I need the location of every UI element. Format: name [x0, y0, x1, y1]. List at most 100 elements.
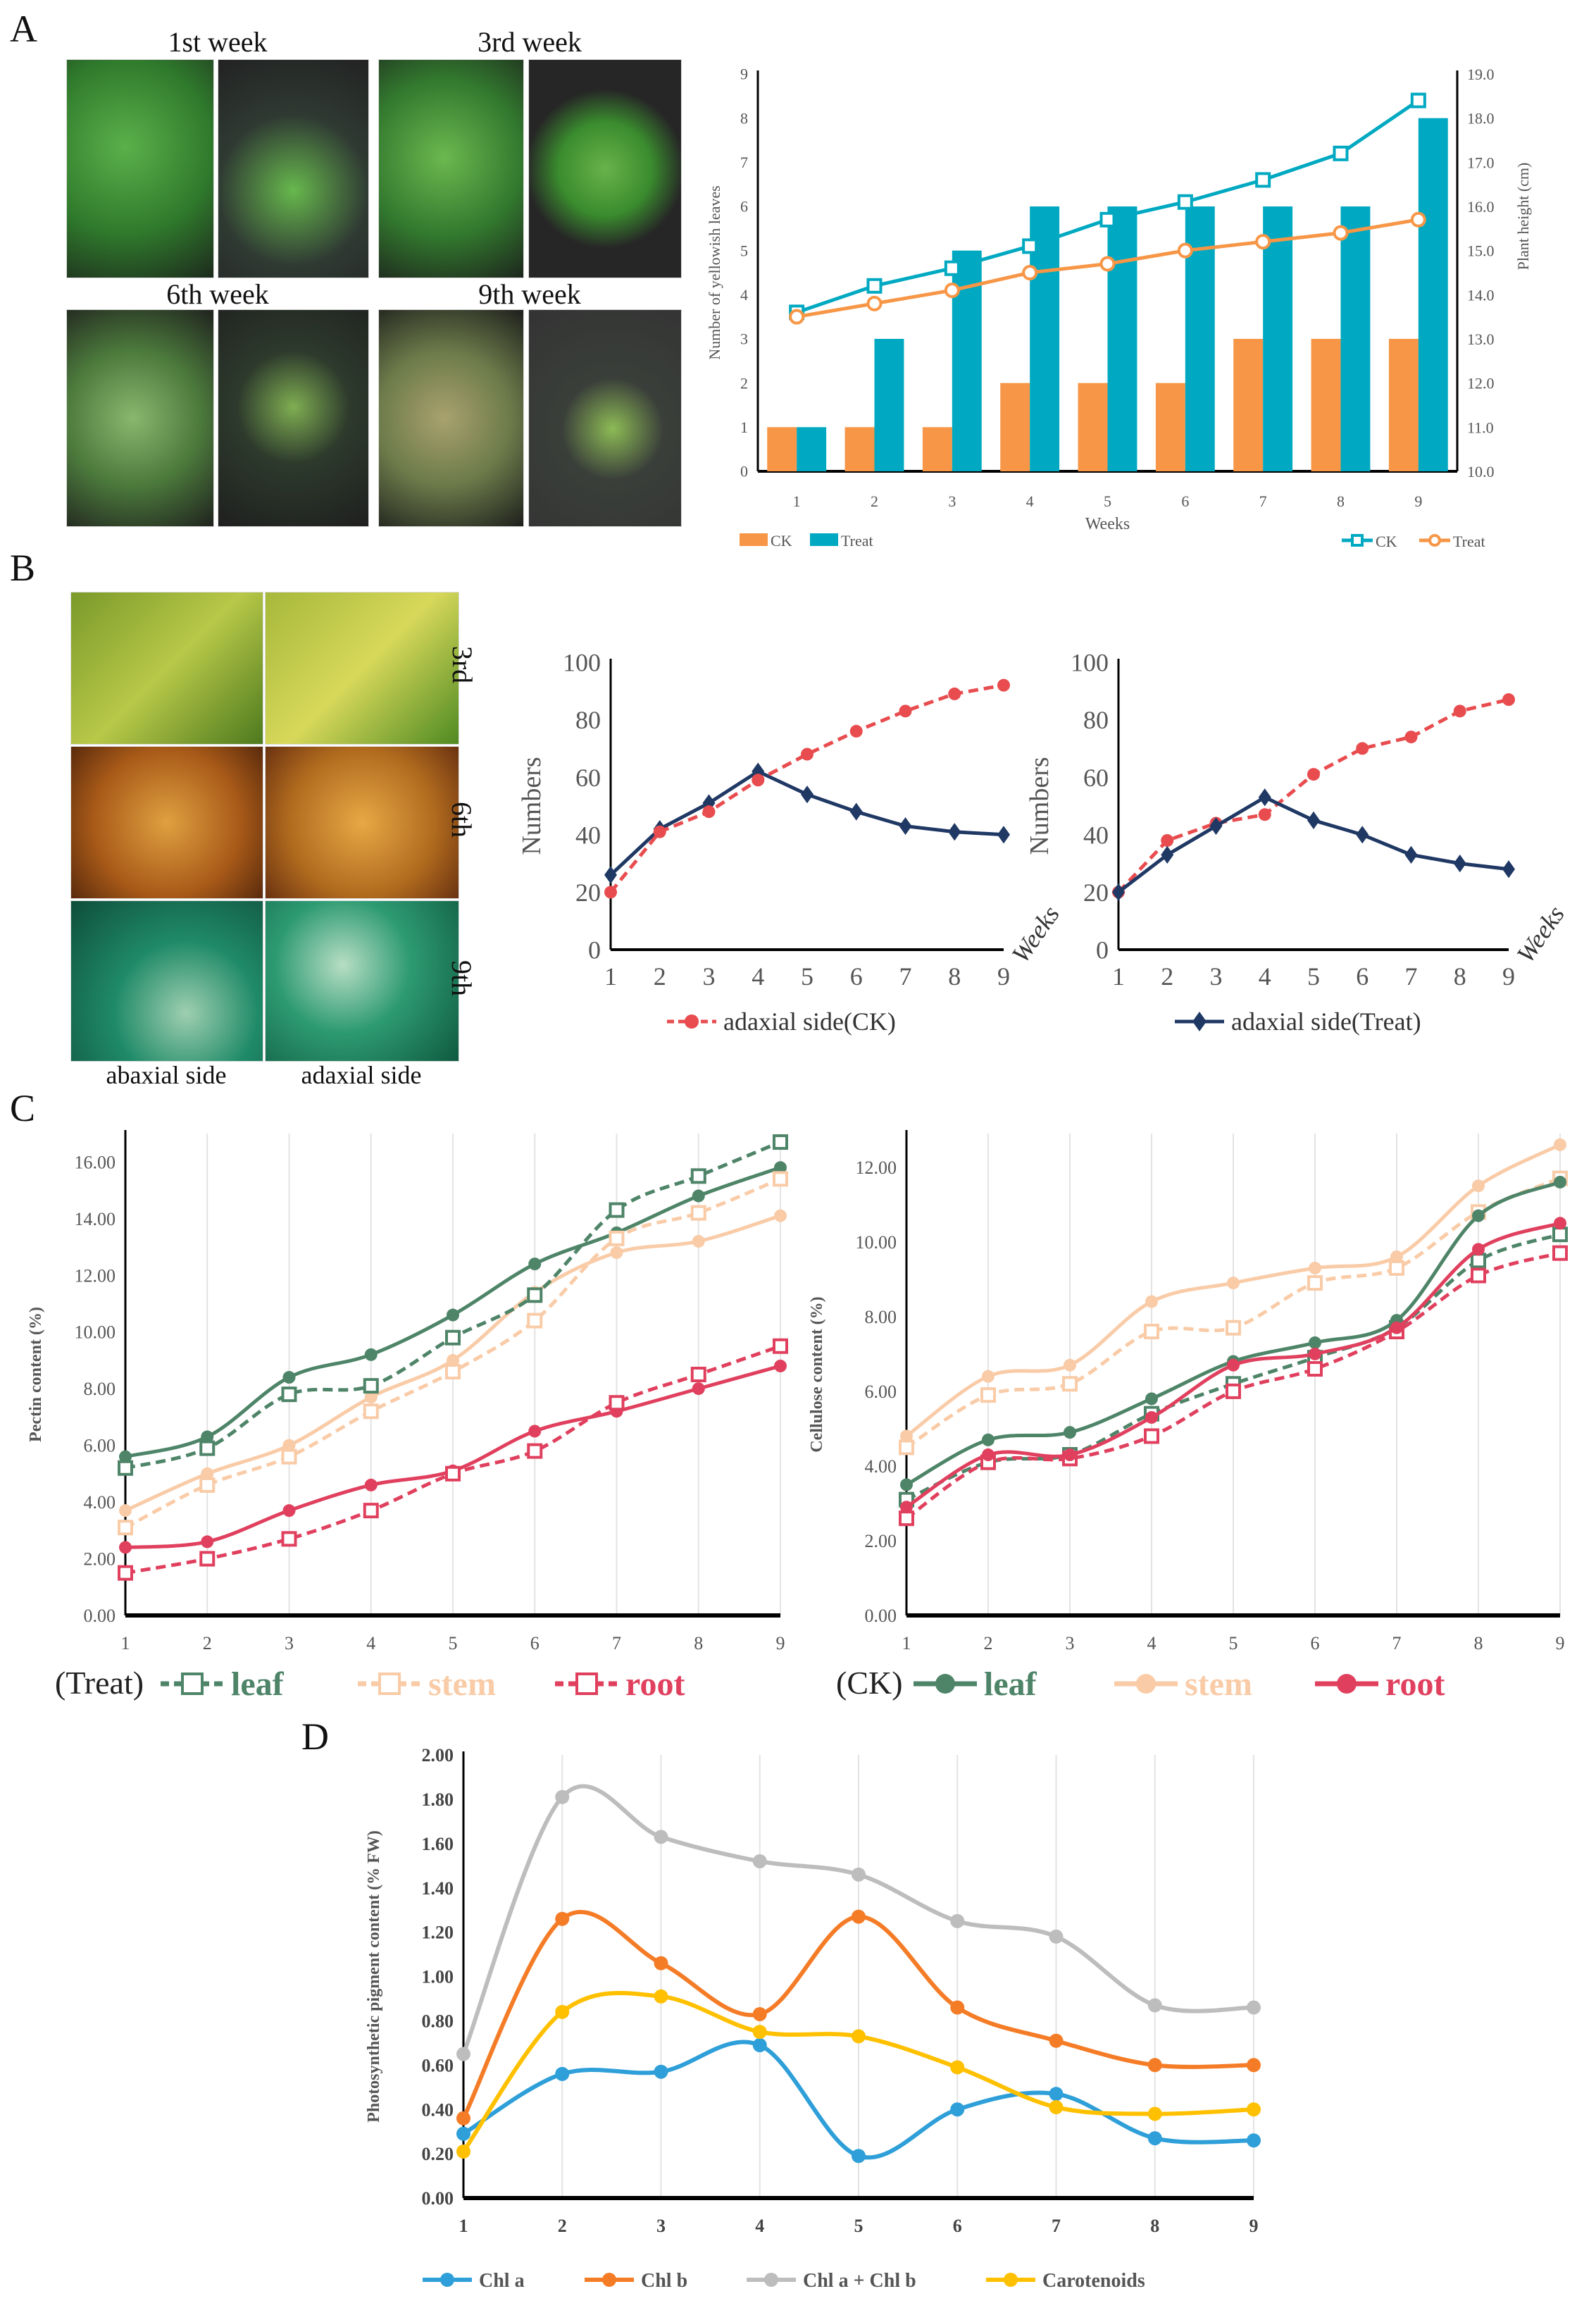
data-point — [899, 1439, 914, 1456]
data-point — [364, 1348, 378, 1361]
col-label-adaxial: adaxial side — [301, 1061, 422, 1089]
data-point — [773, 1134, 788, 1150]
legend-marker — [575, 1672, 598, 1695]
data-point — [282, 1439, 296, 1452]
x-tick-label: 4 — [1259, 962, 1271, 991]
x-tick-label: 8 — [1150, 2216, 1159, 2236]
data-point — [900, 1478, 913, 1491]
bar-treat — [1418, 118, 1448, 471]
data-point — [119, 1450, 132, 1463]
data-point — [950, 1913, 965, 1928]
legend-label: stem — [428, 1665, 496, 1703]
x-tick-label: 6 — [1356, 962, 1369, 991]
series-line-chl-b — [461, 1910, 1254, 2120]
y-tick-label: 60 — [575, 764, 601, 792]
x-tick-label: 1 — [902, 1633, 911, 1653]
legend-label: stem — [1185, 1665, 1252, 1703]
data-point — [282, 1504, 296, 1518]
y-tick-label: 10.00 — [856, 1232, 897, 1253]
y-tick-label: 0 — [740, 463, 748, 480]
data-point — [852, 2149, 866, 2164]
y-tick-label: 80 — [575, 706, 601, 734]
data-point — [119, 1504, 132, 1518]
data-point — [1390, 1321, 1403, 1334]
data-point — [1064, 1426, 1076, 1439]
leaf-micro-abaxial-9th — [70, 900, 263, 1062]
plant-tray-photo — [378, 59, 524, 278]
y-tick-label: 100 — [1071, 649, 1109, 677]
data-point — [1472, 1209, 1485, 1222]
y-tick-label: 14.00 — [75, 1209, 116, 1229]
data-point — [1404, 731, 1418, 744]
data-point — [1161, 845, 1174, 864]
leaf-micro-abaxial-6th — [70, 746, 263, 899]
x-tick-label: 3 — [703, 962, 716, 991]
y-tick-label: 0 — [1096, 936, 1109, 964]
data-point — [1356, 742, 1369, 755]
data-point — [363, 1378, 379, 1394]
legend-label: Treat — [841, 532, 873, 550]
y-tick-label: 8.00 — [865, 1307, 897, 1327]
data-point — [1309, 1347, 1321, 1360]
legend-marker — [1428, 534, 1441, 547]
y-tick-label: 2 — [740, 374, 748, 392]
plant-closeup-photo — [218, 309, 369, 527]
x-tick-label: 9 — [997, 962, 1010, 991]
legend-label: Carotenoids — [1042, 2270, 1145, 2292]
data-point — [1307, 811, 1320, 829]
x-tick-label: 8 — [948, 962, 961, 991]
y-tick-label: 1 — [740, 418, 748, 436]
data-point — [982, 1448, 995, 1461]
x-tick-label: 7 — [1259, 492, 1267, 510]
x-tick-label: 1 — [121, 1633, 130, 1653]
bar-treat — [874, 339, 904, 471]
data-point — [1145, 1392, 1158, 1405]
panel-label-d: D — [301, 1715, 329, 1758]
data-point — [1147, 2106, 1162, 2121]
x-tick-label: 4 — [1147, 1633, 1157, 1653]
data-point — [1247, 2000, 1261, 2015]
x-tick-label: 8 — [694, 1633, 703, 1653]
data-point — [948, 687, 961, 700]
data-point — [900, 1429, 913, 1443]
y-tick-label: 12.00 — [75, 1265, 116, 1286]
y-tick-label: 1.00 — [422, 1967, 454, 1987]
data-point — [654, 1989, 668, 2004]
x-tick-label: 3 — [1066, 1633, 1075, 1653]
x-tick-label: 2 — [984, 1633, 993, 1653]
y-tick-label: 0.00 — [422, 2188, 454, 2209]
y-tick-label: 0.40 — [422, 2099, 454, 2120]
data-point — [852, 1867, 866, 1882]
data-point — [445, 1363, 461, 1379]
data-point — [654, 2064, 668, 2079]
data-point — [692, 1382, 705, 1396]
legend-label: leaf — [231, 1665, 285, 1703]
y-tick-label: 0.20 — [422, 2144, 454, 2164]
bar-ck — [767, 427, 797, 471]
x-tick-label: 9 — [776, 1633, 785, 1653]
data-point — [1554, 1175, 1566, 1188]
data-point — [447, 1353, 459, 1367]
photo-label-week1: 1st week — [168, 26, 268, 58]
data-point — [852, 2029, 866, 2044]
data-point — [281, 1386, 297, 1403]
panel-label-a: A — [10, 8, 37, 50]
point-ck — [944, 260, 960, 276]
x-tick-label: 2 — [203, 1633, 212, 1653]
legend-label: Chl a + Chl b — [803, 2270, 916, 2292]
legend-marker — [1337, 1674, 1357, 1694]
legend-label: root — [1385, 1665, 1445, 1703]
y-axis-title: Cellulose content (%) — [808, 1296, 826, 1452]
data-point — [1064, 1358, 1076, 1372]
bar-ck — [1311, 339, 1341, 471]
y-tick-label: 1.60 — [422, 1834, 454, 1854]
data-point — [609, 1202, 625, 1218]
y-tick-label: 3 — [740, 330, 748, 348]
legend-label: CK — [1376, 533, 1397, 550]
y-tick-label: 8 — [740, 109, 748, 127]
data-point — [1227, 1358, 1240, 1372]
data-point — [1502, 860, 1515, 879]
data-point — [1356, 826, 1369, 844]
data-point — [199, 1477, 216, 1493]
